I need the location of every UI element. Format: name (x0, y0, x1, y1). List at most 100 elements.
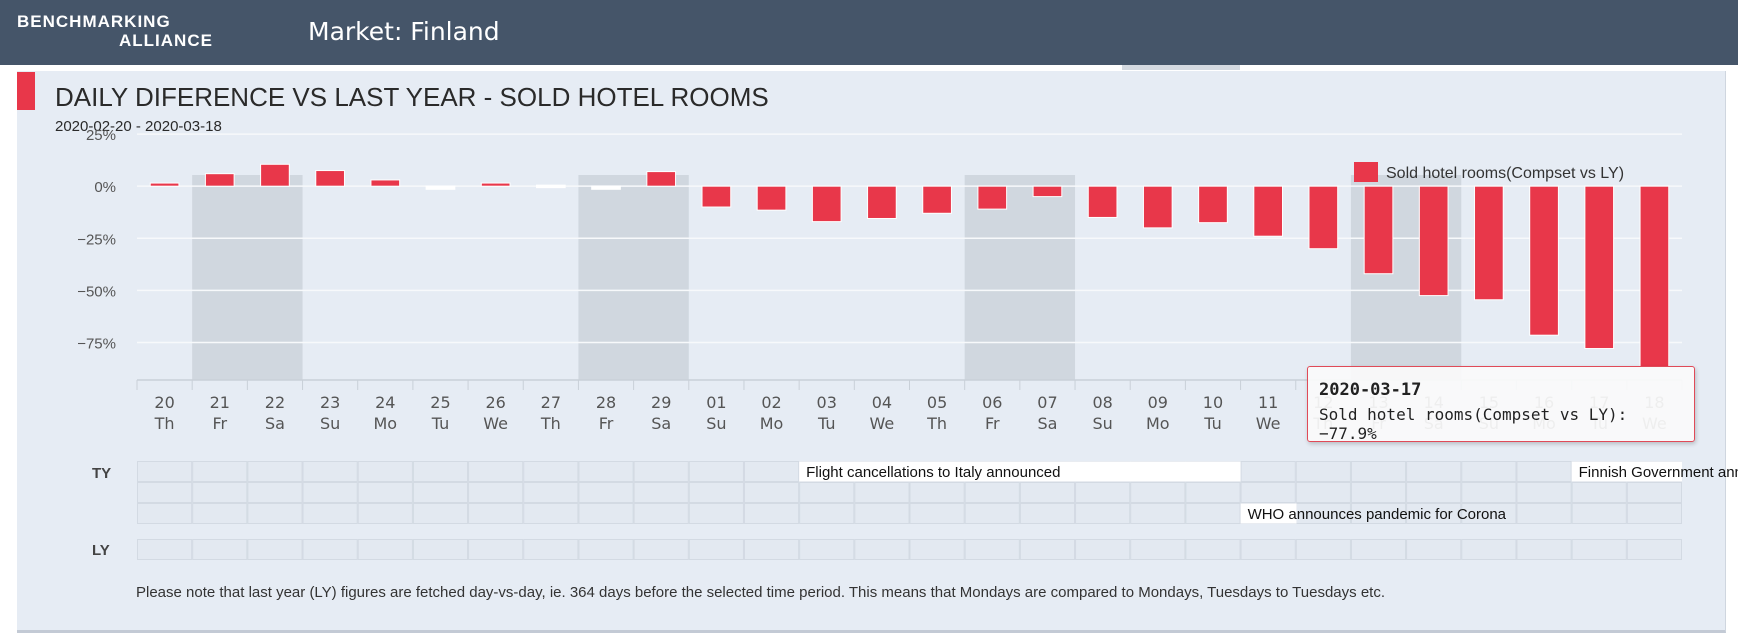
event-grid-cell-ly (1516, 539, 1572, 560)
x-tick-label-day: 28 (596, 393, 616, 412)
event-grid-cell-ly (1130, 539, 1186, 560)
x-tick-label-day: 26 (485, 393, 505, 412)
bar-2020-03-08 (1087, 185, 1118, 218)
x-tick-label-weekday: Su (1092, 414, 1112, 433)
bar-2020-03-05 (922, 185, 952, 214)
event-box (799, 461, 1241, 482)
bar-2020-03-15 (1474, 185, 1504, 301)
event-grid-cell (357, 503, 413, 524)
logo-line-1: BENCHMARKING (17, 12, 171, 31)
event-grid-cell (1626, 482, 1682, 503)
x-tick-label-weekday: Th (926, 414, 947, 433)
x-tick-label-day: 09 (1148, 393, 1168, 412)
event-grid-cell-ly (633, 539, 689, 560)
x-tick-label-day: 02 (761, 393, 781, 412)
bar-2020-02-21 (204, 173, 235, 187)
bar-2020-03-06 (977, 185, 1008, 210)
x-tick-label-day: 01 (706, 393, 726, 412)
x-tick-label-weekday: Tu (817, 414, 835, 433)
event-grid-cell (1295, 461, 1351, 482)
event-grid-cell (1626, 503, 1682, 524)
event-label: Flight cancellations to Italy announced (806, 464, 1060, 481)
bar-2020-02-26 (480, 182, 511, 187)
x-tick-label-weekday: We (483, 414, 508, 433)
top-bar: BENCHMARKING ALLIANCE Market: Finland (0, 0, 1738, 65)
x-tick-label-day: 04 (872, 393, 892, 412)
event-grid-cell (468, 503, 524, 524)
event-grid-cell-ly (1240, 539, 1296, 560)
market-title: Market: Finland (308, 17, 500, 46)
event-grid-cell (137, 461, 193, 482)
x-tick-label-day: 10 (1203, 393, 1223, 412)
event-grid-cell (1130, 482, 1186, 503)
x-tick-label-day: 23 (320, 393, 340, 412)
logo-line-2: ALLIANCE (119, 31, 213, 50)
bar-2020-02-20 (149, 182, 180, 187)
event-grid-cell (523, 482, 579, 503)
event-grid-cell-ly (964, 539, 1020, 560)
event-grid-cell-ly (523, 539, 579, 560)
event-grid-cell (192, 482, 248, 503)
benchmarking-alliance-logo[interactable]: BENCHMARKING ALLIANCE (17, 12, 213, 50)
event-grid-cell (1350, 503, 1407, 524)
event-grid-cell (357, 461, 413, 482)
event-grid-cell (412, 482, 469, 503)
x-tick-label-day: 08 (1092, 393, 1112, 412)
bar-2020-03-12 (1308, 185, 1339, 250)
x-tick-label-day: 21 (210, 393, 230, 412)
y-tick-label: 25% (86, 127, 116, 144)
event-grid-cell (743, 482, 800, 503)
event-grid-cell (247, 503, 303, 524)
event-grid-cell (1240, 461, 1296, 482)
x-tick-label-day: 05 (927, 393, 947, 412)
event-grid-cell (1571, 482, 1627, 503)
event-grid-cell (743, 503, 800, 524)
event-grid-cell-ly (1019, 539, 1076, 560)
bar-2020-03-04 (867, 185, 897, 219)
event-grid-cell-ly (799, 539, 855, 560)
event-grid-cell-ly (854, 539, 910, 560)
event-grid-cell (247, 461, 303, 482)
event-grid-cell (1350, 461, 1407, 482)
x-tick-label-day: 29 (651, 393, 671, 412)
bar-2020-02-28 (591, 185, 621, 190)
event-grid-cell (1406, 503, 1462, 524)
event-box (1571, 461, 1682, 482)
bar-2020-03-09 (1142, 185, 1173, 229)
event-grid-cell (578, 503, 634, 524)
event-grid-cell (1075, 482, 1131, 503)
event-grid-cell (1516, 482, 1572, 503)
event-grid-cell (1240, 482, 1296, 503)
event-grid-cell (1461, 461, 1517, 482)
x-tick-label-day: 24 (375, 393, 395, 412)
chart-date-range: 2020-02-20 - 2020-03-18 (55, 118, 222, 135)
event-grid-cell-ly (1075, 539, 1131, 560)
event-grid-cell (137, 482, 193, 503)
event-grid-cell (247, 482, 303, 503)
event-grid-cell (137, 503, 193, 524)
event-grid-cell (964, 503, 1020, 524)
event-grid-cell (1571, 503, 1627, 524)
event-grid-cell (578, 482, 634, 503)
x-tick-label-day: 20 (154, 393, 174, 412)
x-tick-label-day: 25 (430, 393, 450, 412)
event-grid-cell-ly (909, 539, 965, 560)
x-tick-label-weekday: Sa (651, 414, 671, 433)
x-tick-label-weekday: Mo (374, 414, 398, 433)
bar-2020-03-16 (1529, 185, 1559, 336)
event-grid-cell (1295, 482, 1351, 503)
bar-2020-03-03 (811, 185, 842, 223)
event-grid-cell (1130, 503, 1186, 524)
event-grid-cell-ly (247, 539, 303, 560)
x-tick-label-weekday: Fr (212, 414, 227, 433)
event-grid-cell (468, 461, 524, 482)
event-grid-cell (799, 503, 855, 524)
y-tick-label: −25% (77, 231, 116, 248)
event-grid-cell-ly (1295, 539, 1351, 560)
bar-2020-03-02 (756, 185, 787, 211)
event-grid-cell (633, 503, 689, 524)
event-grid-cell-ly (137, 539, 193, 560)
event-grid-cell (578, 461, 634, 482)
tooltip-value: Sold hotel rooms(Compset vs LY): −77.9% (1319, 405, 1628, 443)
x-tick-label-weekday: Sa (265, 414, 285, 433)
